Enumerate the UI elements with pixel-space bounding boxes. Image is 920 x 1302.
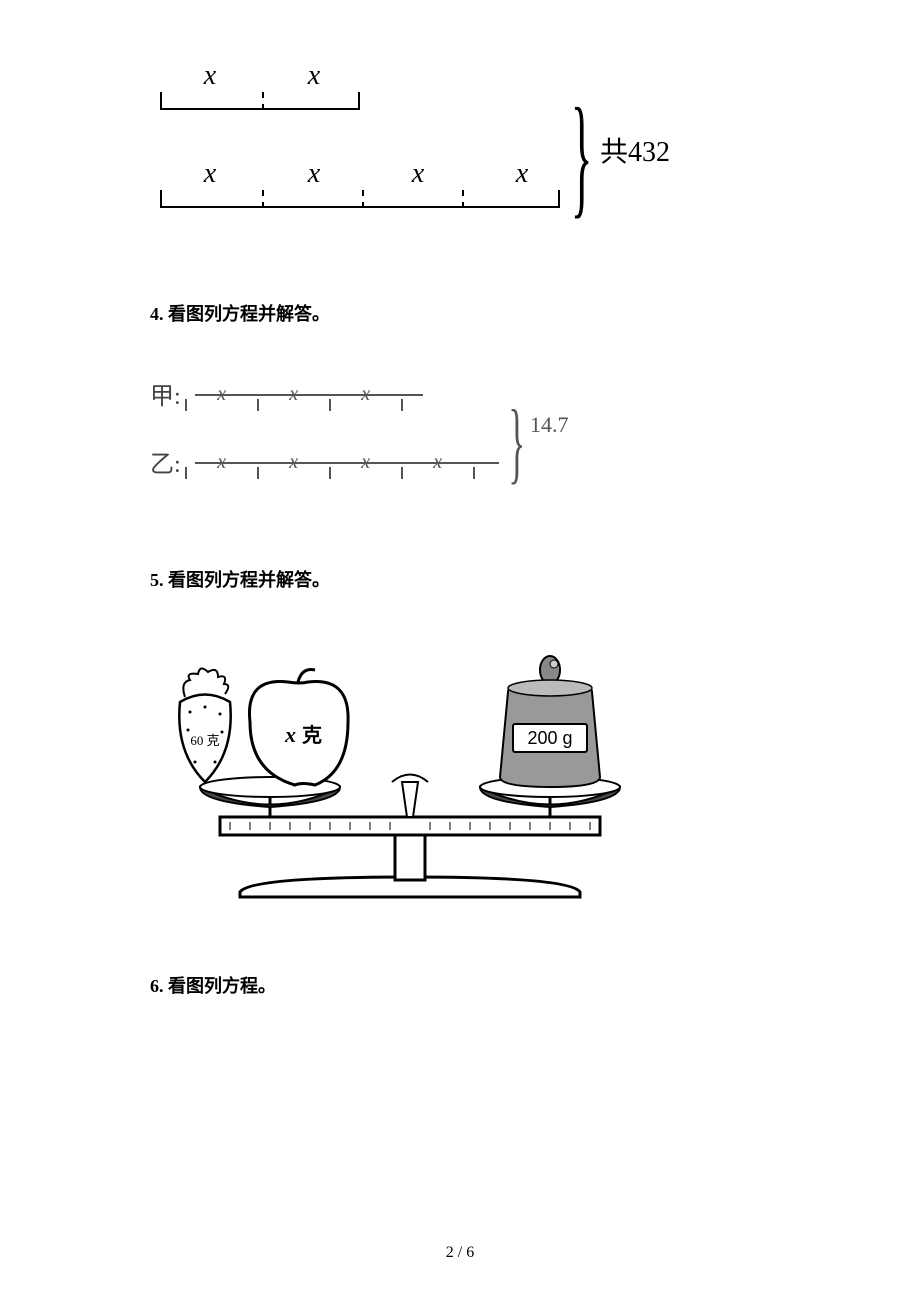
d1-total-prefix: 共	[600, 137, 628, 168]
d1-row2-x3: x	[368, 158, 468, 190]
q4-text: 4. 看图列方程并解答。	[150, 300, 820, 326]
strawberry-icon: 60 克	[179, 668, 230, 782]
q4-number: 4.	[150, 304, 164, 324]
q6-text: 6. 看图列方程。	[150, 972, 820, 998]
apple-icon: x 克	[249, 670, 348, 786]
apple-x: x	[284, 722, 296, 747]
d2-big-brace: }	[508, 392, 525, 496]
weight-label: 200 g	[527, 728, 572, 748]
q6-body: 看图列方程。	[168, 976, 276, 996]
d2-label-jia: 甲:	[150, 384, 181, 410]
page-total: 6	[466, 1244, 474, 1261]
q4-body: 看图列方程并解答。	[168, 304, 330, 324]
question-5: 5. 看图列方程并解答。	[130, 566, 820, 912]
question-4: 4. 看图列方程并解答。 甲: xxx 乙: xxxx } 14.7	[130, 300, 820, 506]
diagram-3: 60 克 x 克 200 g	[130, 622, 820, 912]
diagram-2: 甲: xxx 乙: xxxx } 14.7	[150, 366, 820, 506]
q5-text: 5. 看图列方程并解答。	[150, 566, 820, 592]
d1-row1-brace	[160, 92, 360, 110]
d1-total-value: 432	[628, 137, 670, 168]
d1-row2-brace	[160, 190, 560, 208]
question-6: 6. 看图列方程。	[130, 972, 820, 998]
d1-row1-x2: x	[264, 60, 364, 92]
q5-number: 5.	[150, 570, 164, 590]
d2-label-yi: 乙:	[150, 452, 181, 478]
strawberry-label: 60 克	[190, 733, 219, 748]
q5-body: 看图列方程并解答。	[168, 570, 330, 590]
d1-big-brace: }	[571, 117, 593, 198]
page-current: 2	[446, 1244, 454, 1261]
page-sep: /	[454, 1244, 466, 1261]
d1-row2-x4: x	[472, 158, 572, 190]
d1-row1-x1: x	[160, 60, 260, 92]
weight-icon: 200 g	[500, 656, 600, 787]
d2-total: 14.7	[530, 412, 569, 438]
d1-row2-x1: x	[160, 158, 260, 190]
page-number: 2 / 6	[0, 1244, 920, 1262]
balance-scale-svg: 60 克 x 克 200 g	[130, 622, 690, 912]
diagram-1: x x x x x x } 共432	[130, 60, 820, 260]
apple-unit: 克	[302, 724, 322, 747]
d1-total: 共432	[600, 130, 670, 170]
q6-number: 6.	[150, 976, 164, 996]
d1-row2-x2: x	[264, 158, 364, 190]
